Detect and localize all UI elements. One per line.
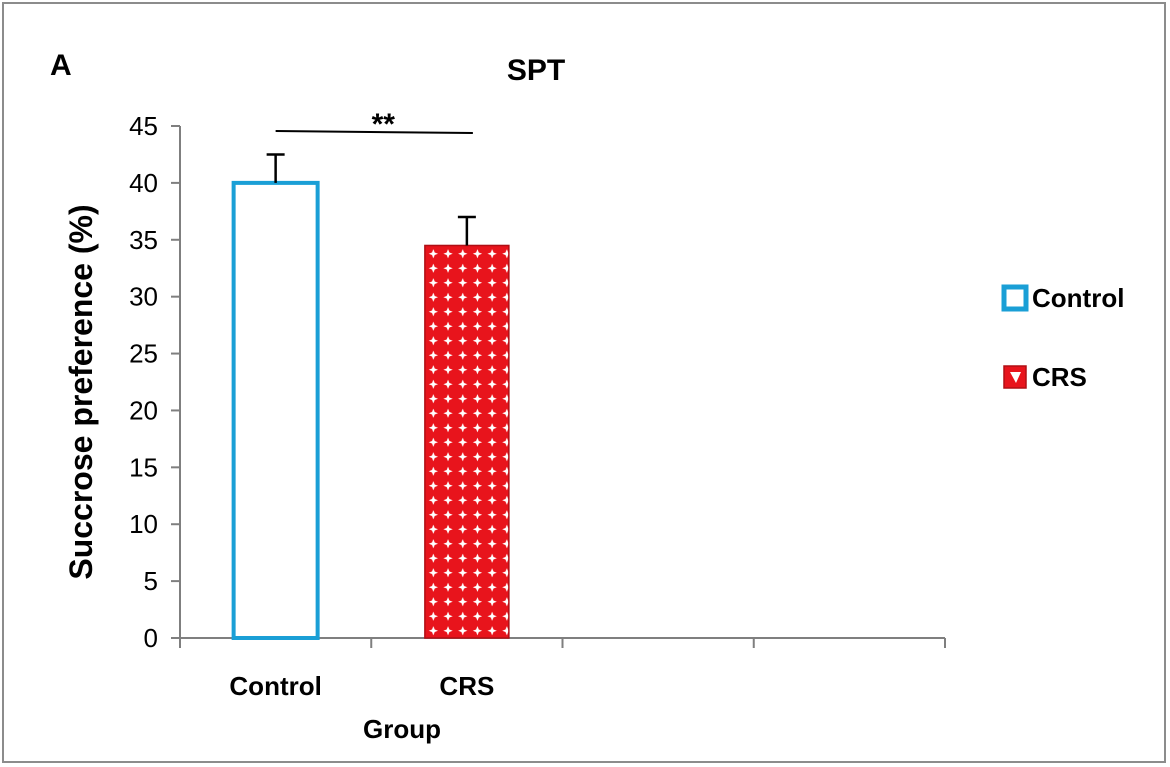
y-axis-label: Succrose preference (%) xyxy=(63,204,99,579)
y-tick-label: 5 xyxy=(144,566,158,596)
x-axis-label: Group xyxy=(363,714,441,744)
chart-title: SPT xyxy=(507,54,565,87)
legend-item-control: Control xyxy=(1001,283,1124,313)
legend-label-control: Control xyxy=(1032,283,1124,313)
y-tick-label: 40 xyxy=(129,168,158,198)
bar-control xyxy=(231,180,320,640)
x-tick-label: CRS xyxy=(439,671,494,701)
x-axis: Control CRS xyxy=(179,637,946,701)
panel-label: A xyxy=(50,49,72,82)
legend-swatch-control xyxy=(1001,284,1029,312)
legend-item-crs: CRS xyxy=(1003,362,1087,392)
y-tick-label: 20 xyxy=(129,395,158,425)
error-bars xyxy=(266,153,476,246)
y-tick-label: 45 xyxy=(129,111,158,141)
y-tick-label: 30 xyxy=(129,282,158,312)
x-tick-label: Control xyxy=(229,671,321,701)
legend: Control CRS xyxy=(1001,283,1124,392)
y-tick-label: 10 xyxy=(129,509,158,539)
significance-annotation: ** xyxy=(275,108,473,141)
bar-group xyxy=(231,180,510,640)
y-tick-label: 25 xyxy=(129,339,158,369)
legend-label-crs: CRS xyxy=(1032,362,1087,392)
bar-crs xyxy=(424,244,510,639)
y-axis: 0 5 10 15 20 25 30 35 40 45 xyxy=(129,111,181,653)
y-tick-label: 0 xyxy=(144,623,158,653)
significance-line xyxy=(275,130,473,134)
y-tick-label: 15 xyxy=(129,452,158,482)
y-tick-label: 35 xyxy=(129,225,158,255)
significance-label: ** xyxy=(372,108,396,141)
legend-swatch-crs-mark xyxy=(1010,372,1021,383)
